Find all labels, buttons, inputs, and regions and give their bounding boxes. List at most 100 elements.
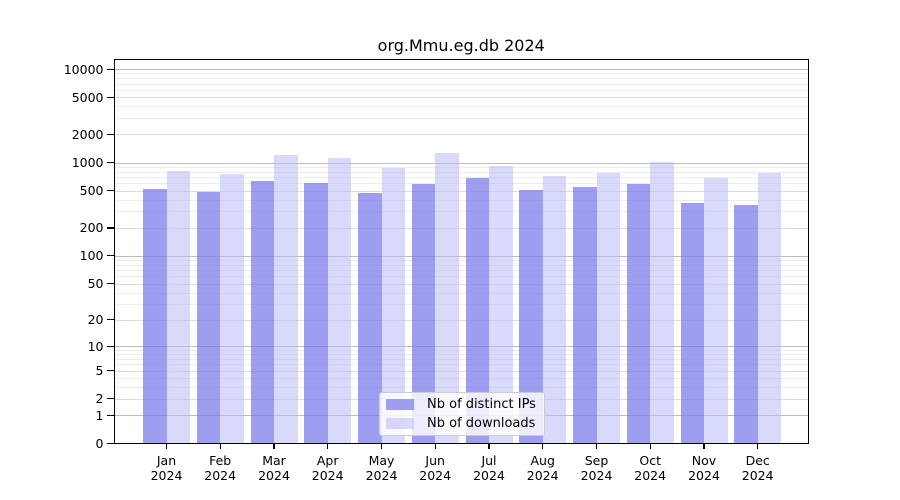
gridline-y-7: [114, 358, 808, 360]
gridline-y-300: [114, 211, 808, 213]
x-axis-tick-jul: [488, 443, 490, 449]
downloads-bar-jul: [489, 165, 513, 443]
x-tick-label-feb: Feb 2024: [204, 452, 237, 484]
y-tick-label-0: 0: [95, 436, 104, 451]
x-tick-label-aug: Aug 2024: [526, 452, 559, 484]
y-axis-tick-2: [106, 398, 114, 400]
legend-label-downloads: Nb of downloads: [427, 415, 536, 431]
x-tick-label-jan: Jan 2024: [150, 452, 183, 484]
downloads-bar-dec: [757, 173, 782, 443]
x-axis-tick-jan: [165, 443, 168, 449]
distinct-ips-bar-sep: [573, 186, 597, 443]
chart-title: org.Mmu.eg.db 2024: [377, 36, 545, 55]
distinct-ips-bar-oct: [626, 184, 651, 443]
gridline-y-8000: [114, 78, 808, 80]
gridline-y-800: [114, 171, 808, 173]
y-axis-tick-1: [106, 414, 114, 416]
downloads-bar-apr: [327, 158, 352, 443]
x-tick-label-jun: Jun 2024: [419, 452, 452, 484]
y-tick-label-5000: 5000: [71, 89, 104, 105]
gridline-y-9000: [114, 73, 808, 75]
gridline-y-70: [114, 270, 808, 272]
gridline-y-6000: [114, 89, 808, 91]
y-tick-label-1000: 1000: [71, 155, 104, 171]
distinct-ips-bar-feb: [196, 192, 221, 443]
legend-swatch-distinct-ips-icon: [386, 399, 414, 411]
x-tick-label-apr: Apr 2024: [311, 452, 344, 484]
gridline-y-3: [114, 387, 808, 389]
legend: Nb of distinct IPs Nb of downloads: [379, 392, 545, 436]
y-axis-tick-10: [106, 345, 114, 347]
legend-row-distinct-ips: Nb of distinct IPs: [386, 396, 538, 413]
y-tick-label-10000: 10000: [63, 61, 104, 77]
gridline-y-6: [114, 364, 808, 366]
x-axis-tick-may: [380, 443, 383, 449]
x-axis-tick-sep: [595, 443, 598, 449]
legend-row-downloads: Nb of downloads: [386, 415, 538, 432]
gridline-y-400: [114, 199, 808, 201]
downloads-bar-sep: [596, 173, 620, 443]
y-axis-tick-0: [106, 443, 114, 445]
x-tick-label-sep: Sep 2024: [580, 452, 613, 484]
y-tick-label-5: 5: [95, 363, 104, 379]
gridline-y-200: [114, 227, 808, 229]
downloads-bar-may: [381, 168, 405, 443]
y-tick-label-100: 100: [79, 248, 104, 264]
downloads-bar-nov: [704, 177, 728, 443]
distinct-ips-bar-jun: [411, 184, 436, 443]
x-axis-tick-dec: [757, 443, 759, 449]
x-tick-label-nov: Nov 2024: [688, 452, 720, 484]
x-axis-tick-jun: [434, 443, 436, 449]
downloads-bar-aug: [542, 175, 567, 443]
downloads-bar-feb: [220, 173, 244, 443]
y-axis-tick-1000: [106, 162, 114, 164]
x-axis-tick-aug: [542, 443, 544, 449]
y-axis-tick-500: [106, 190, 114, 192]
gridline-y-5: [114, 370, 808, 372]
y-tick-label-2000: 2000: [71, 126, 104, 142]
distinct-ips-bar-aug: [519, 189, 543, 443]
downloads-bar-jun: [435, 153, 459, 443]
x-tick-label-dec: Dec 2024: [741, 452, 774, 484]
downloads-bar-mar: [274, 155, 298, 443]
x-tick-label-jul: Jul 2024: [473, 452, 505, 484]
x-axis-tick-oct: [649, 443, 651, 449]
x-tick-label-oct: Oct 2024: [634, 452, 667, 484]
y-tick-label-20: 20: [87, 312, 104, 328]
gridline-y-4: [114, 378, 808, 380]
y-tick-label-10: 10: [87, 338, 104, 354]
gridline-y-7000: [114, 83, 808, 85]
gridline-y-900: [114, 166, 808, 168]
y-tick-label-1: 1: [95, 407, 104, 423]
distinct-ips-bar-may: [358, 192, 382, 443]
gridline-y-10: [114, 346, 808, 347]
y-axis-tick-20: [106, 319, 114, 321]
gridline-y-500: [114, 190, 808, 192]
distinct-ips-bar-jan: [143, 189, 167, 443]
legend-swatch-downloads-icon: [386, 417, 414, 429]
gridline-y-60: [114, 276, 808, 278]
x-tick-label-may: May 2024: [365, 452, 398, 484]
downloads-bar-jan: [166, 170, 190, 443]
y-axis-tick-200: [106, 227, 114, 229]
gridline-y-10000: [114, 69, 808, 70]
y-axis-tick-5: [106, 370, 114, 372]
gridline-y-3000: [114, 117, 808, 119]
y-tick-label-500: 500: [79, 183, 104, 199]
y-tick-label-50: 50: [87, 276, 104, 292]
downloads-bar-oct: [650, 162, 674, 443]
x-axis-tick-mar: [273, 443, 275, 449]
y-axis-tick-100: [106, 255, 114, 257]
gridline-y-90: [114, 260, 808, 262]
distinct-ips-bar-mar: [250, 181, 274, 443]
x-axis-tick-feb: [219, 443, 221, 449]
gridline-y-600: [114, 183, 808, 185]
y-axis-tick-5000: [106, 96, 114, 98]
gridline-y-4000: [114, 106, 808, 108]
distinct-ips-bar-nov: [680, 203, 704, 443]
y-axis-tick-2000: [106, 133, 114, 136]
gridline-y-100: [114, 255, 808, 257]
gridline-y-30: [114, 303, 808, 305]
distinct-ips-bar-dec: [734, 204, 758, 443]
